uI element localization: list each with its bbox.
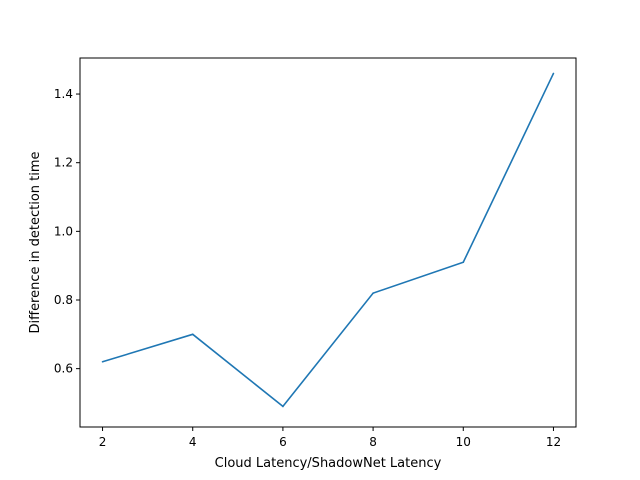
plot-area: [101, 72, 555, 408]
x-tick-label: 4: [189, 435, 197, 449]
data-point: [552, 72, 555, 75]
series-line: [102, 73, 555, 408]
data-point: [372, 292, 374, 294]
y-tick-label: 1.2: [54, 156, 73, 170]
data-point: [191, 333, 194, 336]
ticks: 2 4 6 8 10 12 0.6 0.8 1.0 1.2 1.4: [54, 87, 561, 449]
data-point: [101, 360, 104, 363]
x-tick-label: 6: [279, 435, 287, 449]
y-axis-label: Difference in detection time: [28, 151, 43, 333]
y-tick-label: 1.4: [54, 87, 73, 101]
x-tick-label: 10: [456, 435, 471, 449]
x-axis-label: Cloud Latency/ShadowNet Latency: [215, 456, 442, 471]
x-tick-label: 12: [546, 435, 561, 449]
y-tick-label: 1.0: [54, 224, 73, 238]
y-tick-label: 0.6: [54, 362, 73, 376]
y-tick-label: 0.8: [54, 293, 73, 307]
x-tick-label: 8: [369, 435, 377, 449]
data-point: [282, 405, 284, 408]
axes-frame: [79, 57, 577, 428]
x-tick-label: 2: [99, 435, 107, 449]
data-point: [462, 261, 465, 264]
